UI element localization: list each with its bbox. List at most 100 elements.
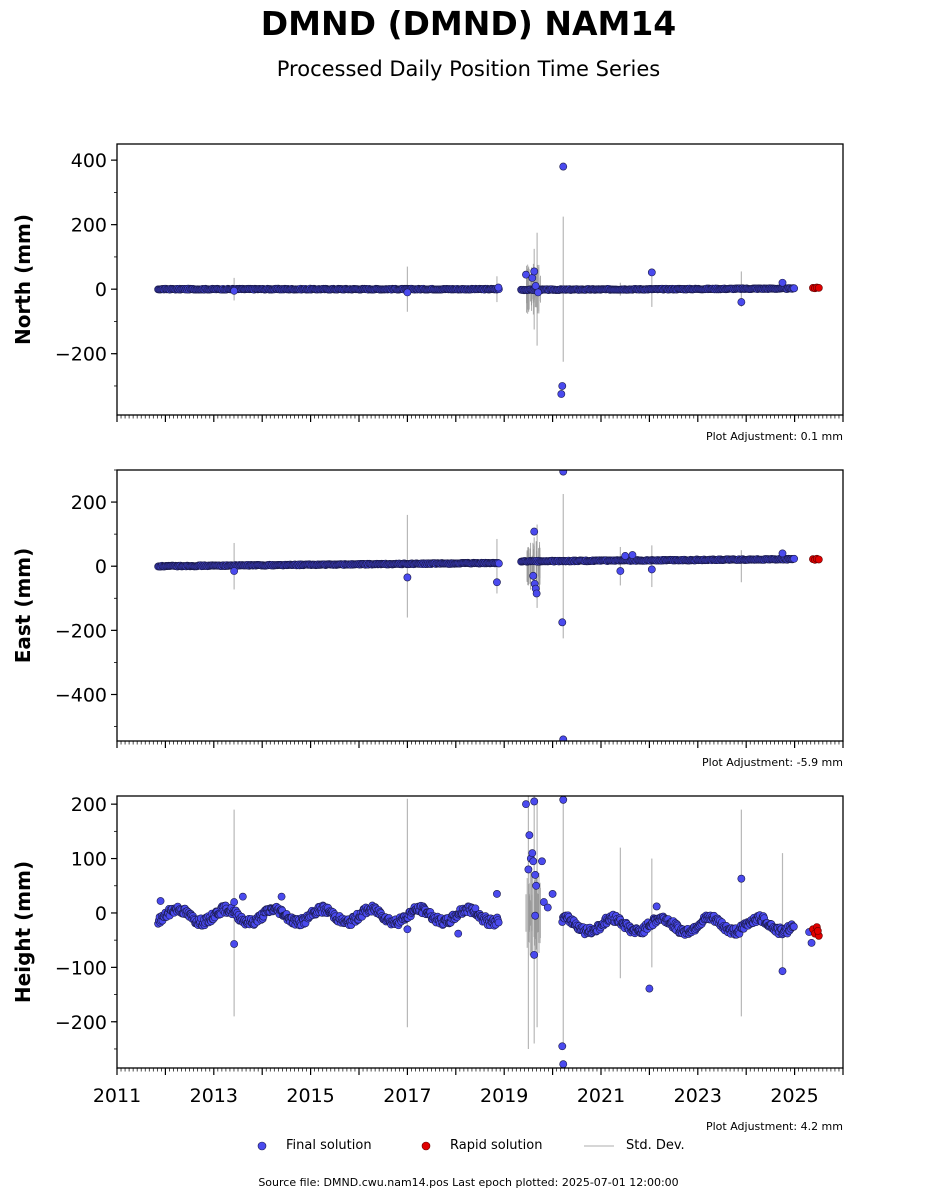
final-solution-outlier bbox=[558, 1042, 567, 1051]
legend-rapid: Rapid solution bbox=[420, 1138, 542, 1153]
x-tick-label: 2017 bbox=[383, 1085, 431, 1107]
panel-0: −200 0 200 400 North (mm) Plot Adjustment: 0.… bbox=[11, 143, 844, 443]
final-solution-point bbox=[789, 922, 798, 931]
chart-title: DMND (DMND) NAM14 bbox=[260, 4, 677, 43]
final-solution-outlier bbox=[403, 288, 412, 297]
final-solution-outlier bbox=[530, 950, 539, 959]
final-solution-outlier bbox=[628, 551, 637, 559]
final-solution-outlier bbox=[559, 162, 568, 171]
final-solution-outlier bbox=[493, 890, 501, 898]
final-solution-outlier bbox=[558, 618, 567, 627]
source-footer: Source file: DMND.cwu.nam14.pos Last epo… bbox=[258, 1176, 679, 1189]
final-solution-outlier bbox=[494, 283, 503, 292]
x-tick-label: 2021 bbox=[577, 1085, 625, 1107]
x-tick-label: 2015 bbox=[286, 1085, 334, 1107]
final-solution-outlier bbox=[531, 870, 540, 879]
y-axis-label: East (mm) bbox=[11, 548, 35, 664]
axes-frame bbox=[116, 143, 844, 416]
legend-final: Final solution bbox=[256, 1138, 372, 1153]
plot-area bbox=[154, 470, 823, 741]
final-solution-outlier bbox=[528, 849, 537, 858]
final-solution-outlier bbox=[277, 892, 286, 901]
x-tick-label: 2023 bbox=[674, 1085, 722, 1107]
final-solution-outlier bbox=[238, 892, 247, 901]
y-tick-label: −400 bbox=[55, 684, 107, 706]
panel-1: −400 −200 0 200 East (mm) Plot Adjustment: -5… bbox=[11, 469, 844, 769]
y-axis-label: North (mm) bbox=[11, 214, 35, 345]
final-solution-outlier bbox=[522, 800, 530, 809]
final-solution-outlier bbox=[616, 567, 625, 575]
final-solution-outlier bbox=[530, 527, 539, 536]
final-solution-outlier bbox=[525, 831, 534, 840]
final-solution-outlier bbox=[559, 735, 568, 741]
y-tick-label: 0 bbox=[95, 556, 107, 578]
final-solution-outlier bbox=[403, 925, 412, 934]
rapid-solution-marker-icon bbox=[421, 1141, 431, 1150]
final-solution-outlier bbox=[539, 898, 548, 906]
final-solution-outlier bbox=[559, 796, 568, 804]
plot-adjustment-label: Plot Adjustment: -5.9 mm bbox=[702, 756, 843, 769]
y-tick-label: 400 bbox=[71, 150, 107, 172]
final-solution-outlier bbox=[621, 552, 630, 560]
plot-adjustment-label: Plot Adjustment: 0.1 mm bbox=[706, 430, 843, 443]
y-axis-label: Height (mm) bbox=[11, 861, 35, 1003]
final-solution-outlier bbox=[493, 578, 501, 587]
plot-adjustment-label: Plot Adjustment: 4.2 mm bbox=[706, 1120, 843, 1133]
final-solution-outlier bbox=[522, 270, 530, 279]
axes-frame bbox=[116, 469, 844, 742]
final-solution-outlier bbox=[548, 890, 557, 898]
final-solution-point bbox=[494, 559, 503, 568]
final-solution-outlier bbox=[230, 940, 239, 948]
legend-std-label: Std. Dev. bbox=[626, 1138, 685, 1153]
y-tick-label: 200 bbox=[71, 215, 107, 237]
final-solution-outlier bbox=[778, 967, 787, 976]
final-solution-outlier bbox=[156, 897, 165, 905]
final-solution-outlier bbox=[559, 1060, 568, 1068]
final-solution-outlier bbox=[403, 573, 412, 582]
y-tick-label: −200 bbox=[55, 344, 107, 366]
final-solution-outlier bbox=[543, 903, 552, 912]
final-solution-outlier bbox=[645, 984, 654, 993]
y-tick-label: 100 bbox=[71, 849, 107, 871]
final-solution-outlier bbox=[559, 470, 568, 476]
y-tick-label: 200 bbox=[71, 492, 107, 514]
std-dev-line-icon bbox=[584, 1144, 614, 1147]
final-solution-outlier bbox=[778, 278, 787, 287]
final-solution-outlier bbox=[531, 911, 540, 920]
plot-area bbox=[154, 162, 823, 398]
final-solution-outlier bbox=[530, 797, 539, 806]
final-solution-outlier bbox=[532, 589, 541, 598]
y-tick-label: −200 bbox=[55, 1012, 107, 1034]
panel-2: −200 −100 0 100 200 2011 2013 2015 2017 2019 2021 2… bbox=[11, 794, 844, 1133]
rapid-solution-point bbox=[813, 927, 822, 935]
final-solution-outlier bbox=[230, 898, 239, 906]
final-solution-outlier bbox=[557, 390, 566, 398]
y-tick-label: −200 bbox=[55, 620, 107, 642]
y-tick-label: 0 bbox=[95, 279, 107, 301]
final-solution-outlier bbox=[530, 267, 539, 276]
y-tick-label: 200 bbox=[71, 794, 107, 816]
final-solution-outlier bbox=[807, 938, 816, 947]
final-solution-outlier bbox=[531, 282, 540, 290]
final-solution-outlier bbox=[230, 567, 239, 575]
final-solution-outlier bbox=[532, 881, 541, 890]
rapid-solution-point bbox=[814, 555, 823, 564]
final-solution-marker-icon bbox=[257, 1141, 267, 1150]
x-tick-label: 2025 bbox=[770, 1085, 818, 1107]
final-solution-outlier bbox=[529, 571, 538, 580]
legend-rapid-label: Rapid solution bbox=[450, 1138, 543, 1153]
legend-std: Std. Dev. bbox=[584, 1138, 685, 1153]
y-tick-label: −100 bbox=[55, 957, 107, 979]
final-solution-point bbox=[790, 554, 799, 563]
final-solution-outlier bbox=[647, 565, 656, 574]
final-solution-outlier bbox=[528, 273, 537, 282]
final-solution-outlier bbox=[538, 857, 546, 866]
plot-area bbox=[154, 796, 823, 1068]
final-solution-outlier bbox=[454, 929, 463, 938]
final-solution-point bbox=[494, 918, 503, 927]
final-solution-outlier bbox=[558, 382, 567, 390]
x-tick-label: 2011 bbox=[93, 1085, 141, 1107]
final-solution-outlier bbox=[647, 268, 656, 277]
final-solution-outlier bbox=[230, 286, 239, 295]
